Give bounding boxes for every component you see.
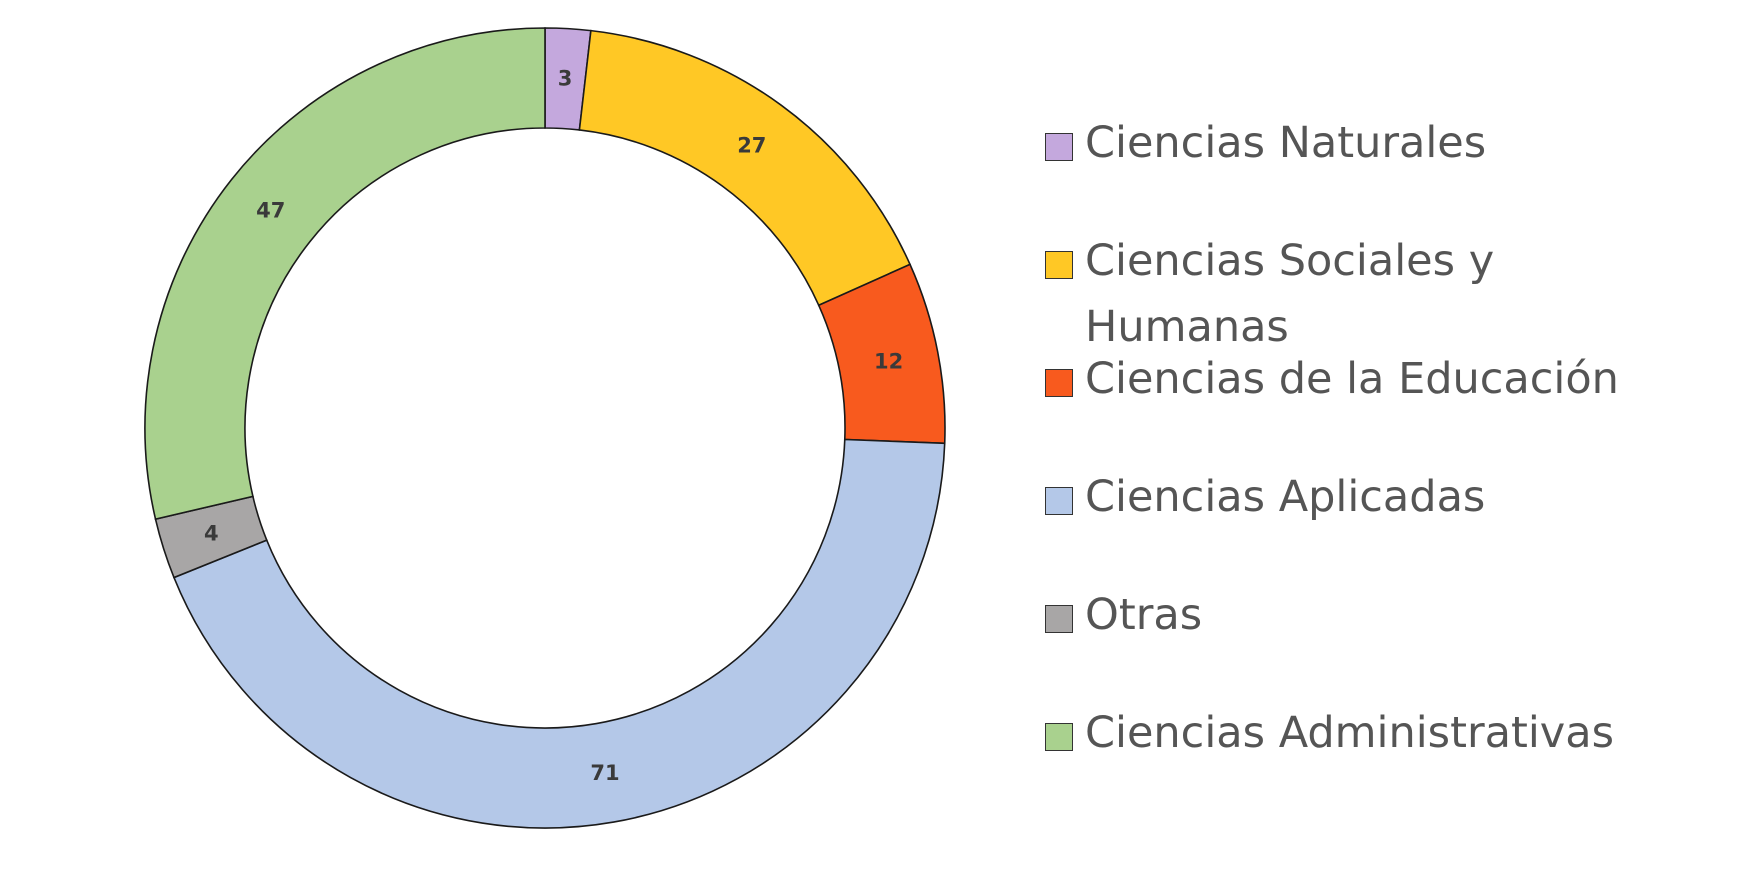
data-label-ciencias-naturales: 3 xyxy=(558,67,573,91)
donut-slice-ciencias-sociales-y-humanas xyxy=(578,29,912,307)
donut-slices xyxy=(144,27,946,829)
data-label-ciencias-sociales-y-humanas: 27 xyxy=(737,134,766,158)
legend-label-ciencias-de-la-educacion: Ciencias de la Educación xyxy=(1085,354,1619,404)
data-label-otras: 4 xyxy=(204,522,219,546)
legend-swatch-ciencias-aplicadas xyxy=(1045,487,1073,515)
legend-swatch-ciencias-administrativas xyxy=(1045,723,1073,751)
donut-slice-ciencias-aplicadas xyxy=(172,438,946,829)
legend-item-ciencias-administrativas: Ciencias Administrativas xyxy=(1045,700,1614,766)
data-label-ciencias-de-la-educacion: 12 xyxy=(874,349,903,373)
legend-label-otras: Otras xyxy=(1085,590,1203,640)
legend-item-ciencias-aplicadas: Ciencias Aplicadas xyxy=(1045,464,1485,530)
legend-swatch-ciencias-de-la-educacion xyxy=(1045,369,1073,397)
legend-item-ciencias-naturales: Ciencias Naturales xyxy=(1045,110,1486,176)
donut-data-labels: 3 27 12 71 4 47 xyxy=(204,67,903,785)
legend-label-ciencias-naturales: Ciencias Naturales xyxy=(1085,118,1487,168)
donut-slice-ciencias-administrativas xyxy=(144,27,546,521)
legend-item-ciencias-de-la-educacion: Ciencias de la Educación xyxy=(1045,346,1619,412)
legend-label-ciencias-administrativas: Ciencias Administrativas xyxy=(1085,708,1614,758)
legend-label-ciencias-sociales-y-humanas: Ciencias Sociales y Humanas xyxy=(1085,236,1495,352)
legend-item-ciencias-sociales-y-humanas: Ciencias Sociales y Humanas xyxy=(1045,228,1515,360)
legend-label-ciencias-aplicadas: Ciencias Aplicadas xyxy=(1085,472,1486,522)
legend-swatch-ciencias-sociales-y-humanas xyxy=(1045,251,1073,279)
legend-swatch-ciencias-naturales xyxy=(1045,133,1073,161)
legend-swatch-otras xyxy=(1045,605,1073,633)
legend-item-otras: Otras xyxy=(1045,582,1202,648)
data-label-ciencias-aplicadas: 71 xyxy=(590,761,619,785)
data-label-ciencias-administrativas: 47 xyxy=(256,199,285,223)
